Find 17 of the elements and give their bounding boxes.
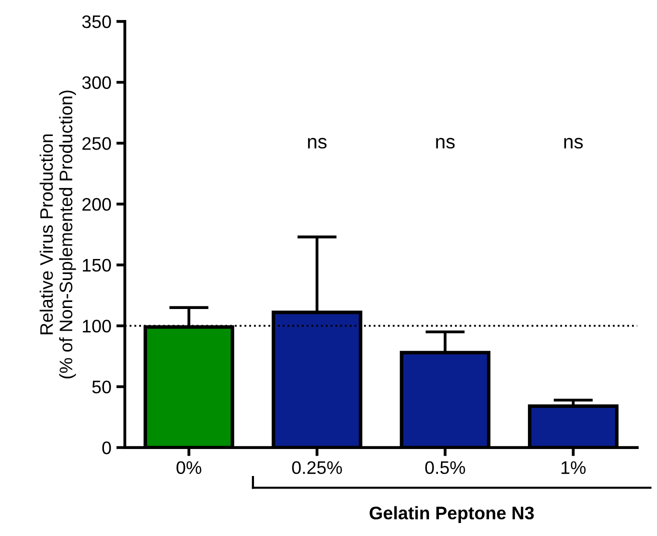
y-tick-label: 150	[82, 258, 111, 272]
annotation: ns	[564, 138, 583, 149]
annotation: ns	[308, 138, 327, 149]
annotation: ns	[436, 138, 455, 149]
x-tick-label: 0%	[176, 461, 202, 474]
x-tick-label: 1%	[562, 461, 586, 474]
y-tick-label: 0	[102, 441, 111, 454]
x-tick-label: 0.5%	[425, 461, 466, 474]
text: Gelatin Peptone N3	[370, 506, 534, 523]
x-tick-label: 0.25%	[292, 461, 342, 474]
y-tick-label: 50	[92, 380, 111, 394]
y-tick-label: 250	[82, 137, 111, 150]
y-axis-title: Relative Virus Production (% of Non-Suplemented Production)	[40, 90, 76, 378]
y-tick-label: 300	[82, 76, 111, 90]
y-tick-label: 200	[82, 198, 111, 211]
y-tick-label: 350	[82, 15, 111, 28]
y-tick-label: 100	[82, 320, 111, 333]
